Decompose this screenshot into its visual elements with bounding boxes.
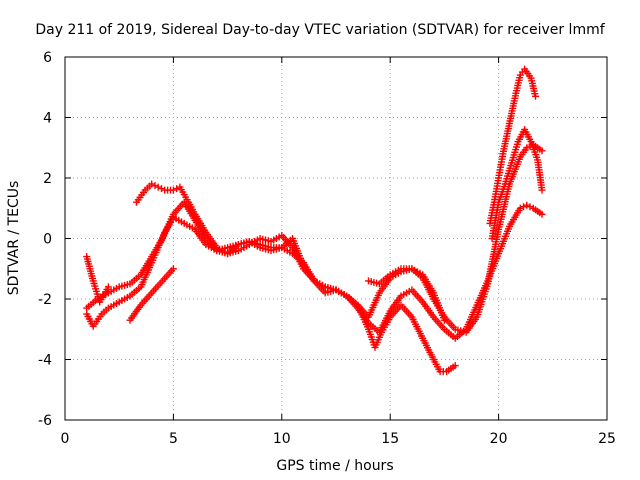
- data-point: [532, 92, 539, 100]
- data-point: [520, 203, 527, 211]
- data-point: [451, 362, 459, 370]
- series-track-g: [83, 253, 112, 306]
- data-point: [526, 203, 534, 211]
- data-point: [104, 283, 112, 291]
- data-point: [148, 180, 156, 188]
- data-point: [440, 316, 448, 324]
- y-tick-label: 2: [43, 171, 52, 187]
- data-point: [169, 265, 177, 273]
- data-point: [151, 182, 159, 190]
- y-tick-label: 0: [43, 232, 52, 248]
- series-track-e: [488, 126, 546, 242]
- chart-title: Day 211 of 2019, Sidereal Day-to-day VTE…: [35, 22, 605, 38]
- x-tick-label: 0: [61, 431, 70, 447]
- y-tick-label: 6: [43, 50, 52, 66]
- data-point: [158, 185, 165, 193]
- y-tick-label: -4: [38, 353, 52, 369]
- data-point: [169, 186, 177, 194]
- data-markers: [83, 65, 546, 376]
- series-track-f: [126, 265, 177, 324]
- series-track-d: [486, 65, 539, 227]
- x-tick-label: 10: [273, 431, 291, 447]
- axis-ticks: 0 5 10 15 20 25 -6 -4 -2 0 2 4 6: [38, 50, 616, 447]
- data-point: [538, 147, 546, 155]
- data-point: [173, 185, 181, 193]
- series-track-c: [133, 141, 546, 336]
- y-axis-label: SDTVAR / TECUs: [6, 181, 22, 296]
- x-tick-label: 20: [490, 431, 508, 447]
- data-point: [154, 183, 162, 191]
- x-tick-label: 5: [169, 431, 178, 447]
- grid-lines: [65, 57, 607, 420]
- x-tick-label: 15: [381, 431, 399, 447]
- y-tick-label: 4: [43, 111, 52, 127]
- data-point: [516, 204, 524, 212]
- y-tick-label: -6: [38, 413, 52, 429]
- series-track-b: [83, 198, 546, 342]
- x-axis-label: GPS time / hours: [276, 458, 393, 474]
- series-track-h: [365, 265, 448, 324]
- data-point: [523, 144, 531, 152]
- data-point: [523, 201, 531, 209]
- data-point: [538, 186, 546, 194]
- x-tick-label: 25: [598, 431, 616, 447]
- data-point: [538, 210, 546, 218]
- y-tick-label: -2: [38, 292, 52, 308]
